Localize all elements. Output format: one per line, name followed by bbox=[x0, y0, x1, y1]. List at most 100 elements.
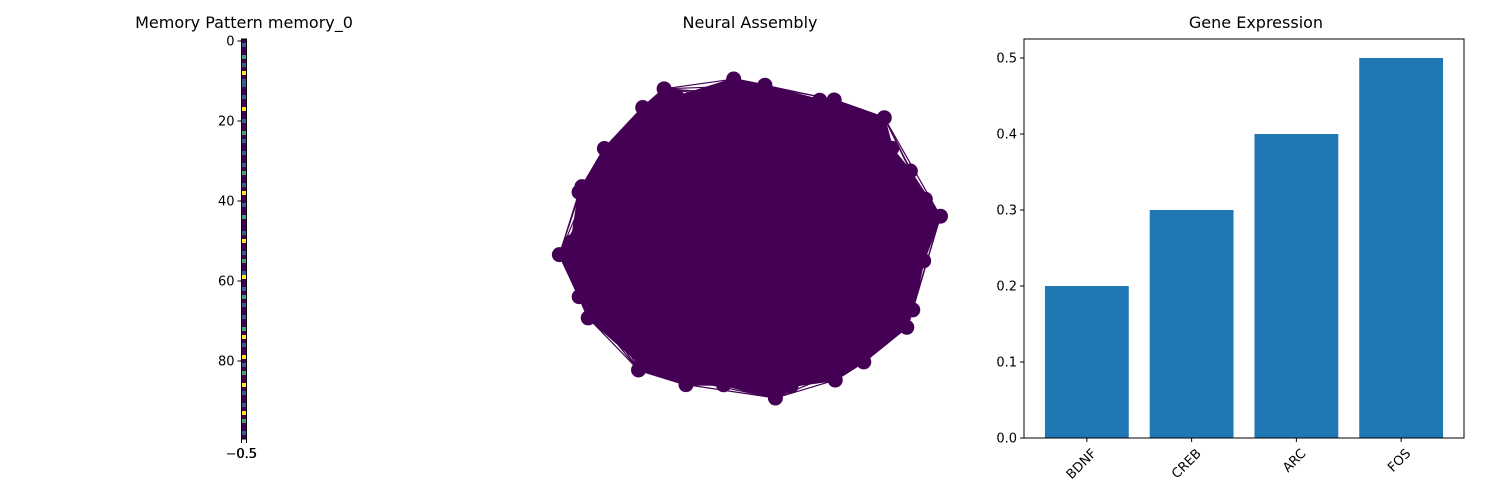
network-edge bbox=[579, 198, 926, 298]
network-edge bbox=[587, 170, 911, 319]
heatmap-cell bbox=[241, 183, 247, 188]
heatmap-cell bbox=[241, 147, 247, 152]
neural-assembly-title: Neural Assembly bbox=[683, 13, 818, 32]
heatmap-cell bbox=[241, 435, 247, 440]
bar-x-axis: BDNF CREB ARC FOS bbox=[1064, 438, 1414, 483]
network-edge bbox=[774, 198, 926, 399]
network-edge bbox=[603, 148, 776, 399]
heatmap-cell bbox=[241, 363, 247, 368]
heatmap-x-tick-label: 0.5 bbox=[236, 447, 257, 462]
heatmap-x-tick-label: −0.5 bbox=[226, 447, 258, 462]
network-edge bbox=[790, 198, 926, 387]
heatmap-cell bbox=[241, 131, 247, 136]
heatmap-cell bbox=[241, 63, 247, 68]
network-edge bbox=[603, 88, 665, 149]
network-edge bbox=[581, 186, 836, 381]
network-edge bbox=[685, 384, 776, 399]
network-node bbox=[902, 163, 918, 179]
network-edge bbox=[604, 117, 885, 150]
heatmap-cell bbox=[241, 123, 247, 128]
heatmap-cell bbox=[241, 379, 247, 384]
network-node bbox=[726, 71, 742, 87]
heatmap-cell bbox=[241, 311, 247, 316]
heatmap-cell bbox=[241, 203, 247, 208]
network-node bbox=[856, 354, 872, 370]
heatmap-cell bbox=[241, 299, 247, 304]
network-nodes bbox=[551, 71, 948, 406]
heatmap-cell bbox=[241, 243, 247, 248]
heatmap-cell bbox=[241, 255, 247, 260]
heatmap-cell bbox=[241, 215, 247, 220]
heatmap-cell bbox=[241, 127, 247, 132]
heatmap-cell bbox=[241, 59, 247, 64]
heatmap-cell bbox=[241, 47, 247, 52]
network-edge bbox=[559, 170, 911, 256]
heatmap-cell bbox=[241, 283, 247, 288]
heatmap-cell bbox=[241, 367, 247, 372]
network-edge bbox=[833, 99, 911, 172]
gene-expression-panel: Gene Expression 0.0 0.1 0.2 0.3 0.4 0.5 BDNF C… bbox=[996, 13, 1465, 483]
network-edge bbox=[587, 317, 639, 371]
network-edge bbox=[570, 241, 642, 365]
heatmap-cell bbox=[241, 171, 247, 176]
network-node bbox=[905, 302, 921, 318]
heatmap-cell bbox=[241, 279, 247, 284]
network-edge bbox=[774, 260, 925, 399]
heatmap-cell bbox=[241, 347, 247, 352]
network-edge bbox=[578, 191, 908, 328]
network-node bbox=[916, 253, 932, 269]
network-node bbox=[571, 289, 587, 305]
network-node bbox=[932, 208, 948, 224]
network-edge bbox=[578, 170, 911, 298]
network-node bbox=[899, 319, 915, 335]
network-edge bbox=[587, 99, 821, 319]
network-node bbox=[635, 100, 651, 116]
heatmap-cell bbox=[241, 351, 247, 356]
heatmap-cell bbox=[241, 399, 247, 404]
heatmap-cell bbox=[241, 371, 247, 376]
bar-y-tick-label: 0.4 bbox=[996, 128, 1017, 143]
bar-series bbox=[1044, 58, 1444, 438]
heatmap-cell bbox=[241, 107, 247, 112]
bar-y-tick-label: 0.5 bbox=[996, 52, 1017, 67]
network-edge bbox=[733, 78, 926, 200]
network-edge bbox=[578, 78, 735, 298]
heatmap-cell bbox=[241, 415, 247, 420]
network-edge bbox=[558, 254, 580, 298]
network-edge bbox=[638, 215, 941, 371]
network-edge bbox=[588, 198, 926, 319]
network-edge bbox=[833, 99, 885, 119]
heatmap-cell bbox=[241, 375, 247, 380]
heatmap-cell bbox=[241, 163, 247, 168]
heatmap-cell bbox=[241, 135, 247, 140]
network-edge bbox=[604, 147, 926, 200]
bar-arc bbox=[1254, 134, 1339, 438]
heatmap-cell bbox=[241, 423, 247, 428]
network-edge bbox=[640, 99, 821, 365]
heatmap-cell bbox=[241, 251, 247, 256]
network-edge bbox=[834, 170, 911, 381]
network-node bbox=[563, 234, 579, 250]
network-edge bbox=[638, 369, 724, 386]
network-edge bbox=[819, 99, 911, 172]
network-edge bbox=[723, 198, 926, 386]
bar-y-tick-label: 0.2 bbox=[996, 280, 1017, 295]
bar-fos bbox=[1359, 58, 1444, 438]
network-edge bbox=[764, 84, 893, 149]
network-edge bbox=[685, 85, 766, 385]
network-edge bbox=[570, 88, 665, 243]
heatmap-cell bbox=[241, 195, 247, 200]
network-edge bbox=[587, 99, 835, 319]
heatmap-cell bbox=[241, 139, 247, 144]
network-edge bbox=[642, 107, 792, 387]
heatmap-cell bbox=[241, 223, 247, 228]
network-edge bbox=[640, 198, 926, 365]
heatmap-cell bbox=[241, 143, 247, 148]
heatmap-cell bbox=[241, 271, 247, 276]
network-edge bbox=[571, 198, 926, 243]
network-edge bbox=[578, 191, 640, 371]
network-edge bbox=[676, 96, 911, 172]
heatmap-cell bbox=[241, 87, 247, 92]
bar-frame bbox=[1023, 38, 1465, 439]
network-edge bbox=[642, 107, 865, 363]
